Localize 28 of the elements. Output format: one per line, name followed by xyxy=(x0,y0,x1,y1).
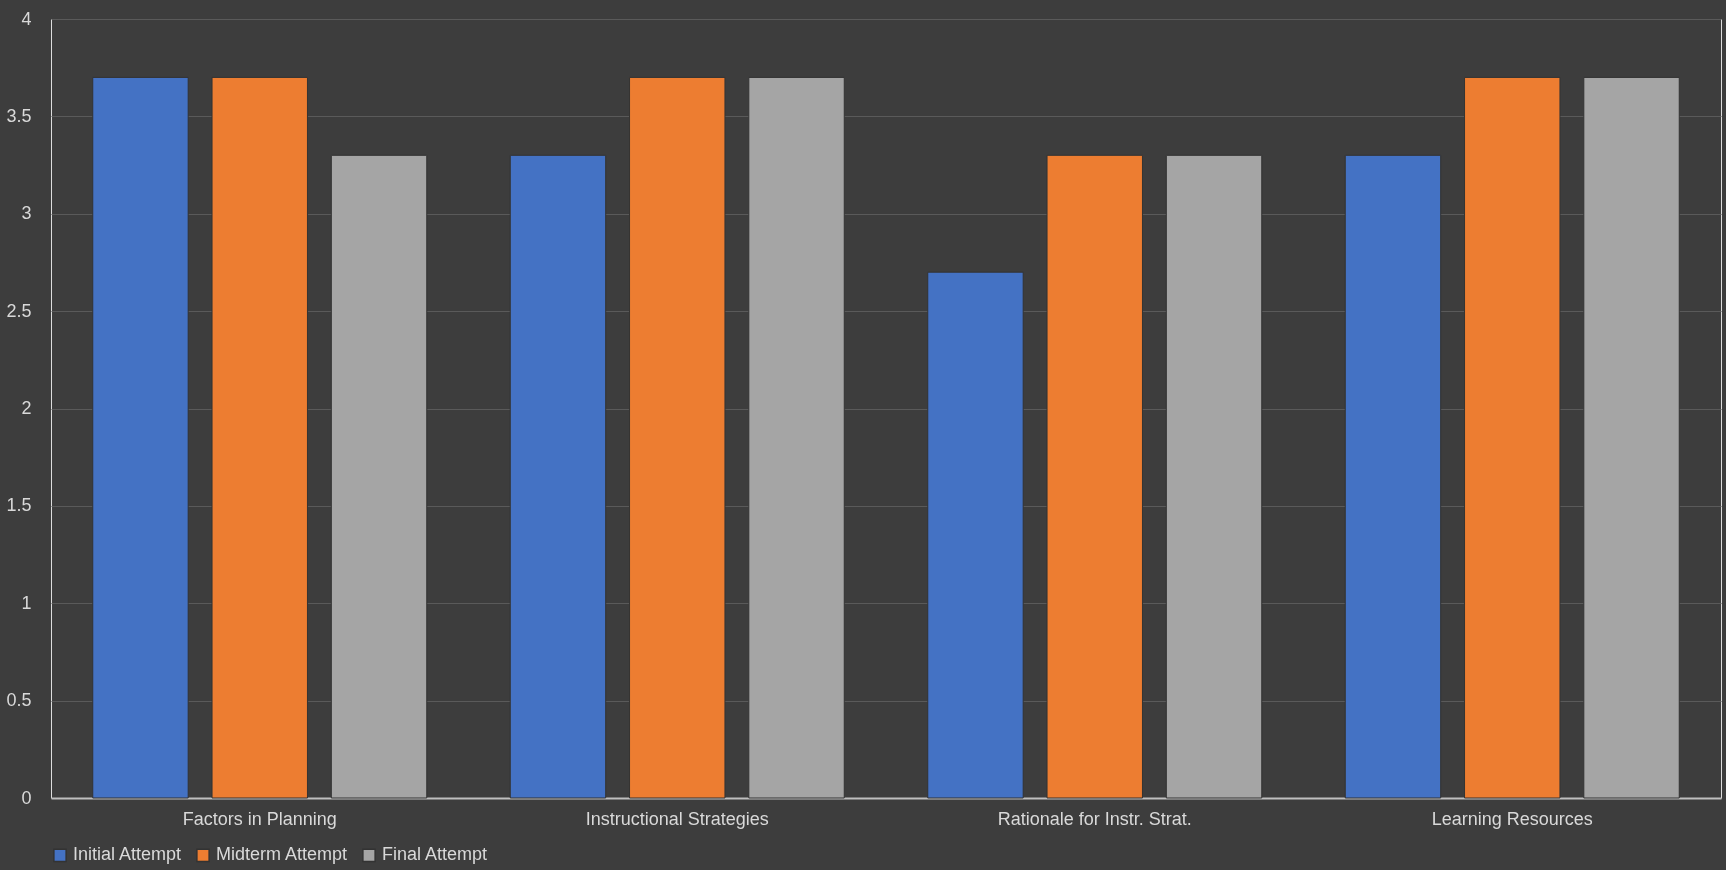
bar xyxy=(509,154,607,799)
bar xyxy=(1046,154,1143,799)
bar xyxy=(1344,154,1442,799)
x-tick-label: Rationale for Instr. Strat. xyxy=(997,808,1192,829)
bar xyxy=(92,76,189,799)
bar xyxy=(748,76,845,799)
x-tick-label: Learning Resources xyxy=(1431,808,1593,829)
y-tick-label: 4 xyxy=(21,8,32,29)
bar xyxy=(211,76,308,799)
bar xyxy=(927,271,1024,799)
y-tick-label: 0 xyxy=(21,787,32,808)
bar xyxy=(1464,76,1561,799)
bar xyxy=(1165,154,1263,799)
x-tick-label: Instructional Strategies xyxy=(585,808,769,829)
y-tick-label: 2 xyxy=(21,398,32,418)
legend-label: Final Attempt xyxy=(382,844,488,865)
y-tick-label: 1.5 xyxy=(6,495,32,516)
x-tick-label: Factors in Planning xyxy=(182,808,337,829)
y-tick-label: 1 xyxy=(21,592,32,613)
y-tick-label: 3.5 xyxy=(6,105,32,126)
y-tick-label: 3 xyxy=(21,203,32,224)
legend-label: Initial Attempt xyxy=(73,844,182,865)
y-tick-label: 0.5 xyxy=(6,690,32,711)
bar xyxy=(629,76,726,799)
bar xyxy=(1583,76,1680,799)
bar xyxy=(330,154,428,799)
y-tick-label: 2.5 xyxy=(6,300,32,321)
legend-label: Midterm Attempt xyxy=(216,844,348,865)
